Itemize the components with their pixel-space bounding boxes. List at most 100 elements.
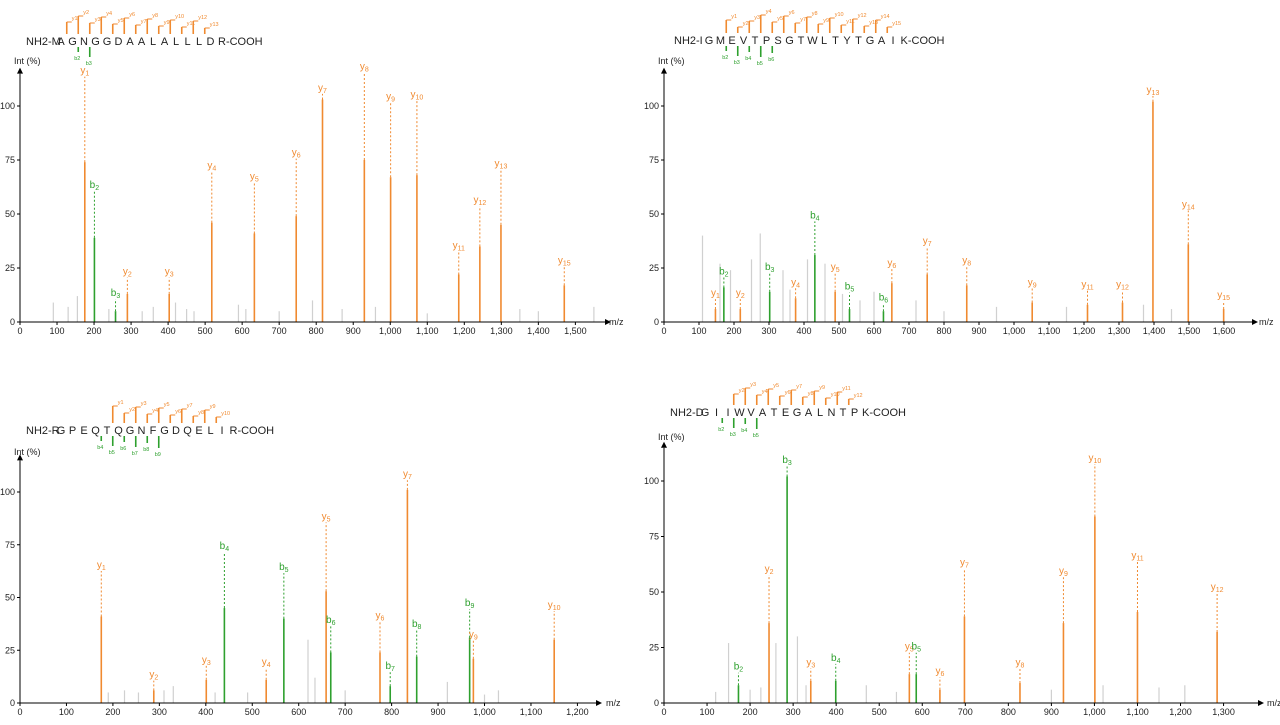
y-tick-label: 25 (5, 263, 15, 273)
y-axis-label: Int (%) (658, 56, 685, 66)
sequence-prefix: NH2-D (670, 407, 704, 419)
peak-label-y2: y2 (736, 288, 745, 300)
x-tick-label: 300 (786, 707, 801, 717)
peak-label-y14: y14 (1182, 200, 1195, 212)
sequence-residue: N (828, 407, 836, 419)
y-cleavage-label: y10 (175, 14, 184, 20)
x-tick-label: 700 (901, 326, 916, 336)
sequence-residue: A (57, 36, 65, 48)
sequence-residue: T (752, 35, 759, 47)
y-axis-label: Int (%) (658, 432, 685, 442)
peak-label-y9: y9 (386, 92, 395, 104)
sequence-residue: I (891, 35, 894, 47)
y-cleavage-label: y7 (141, 19, 147, 25)
peak-label-b4: b4 (810, 210, 820, 222)
b-cleavage-label: b5 (109, 450, 115, 456)
y-cleavage-label: y1 (731, 14, 737, 20)
y-cleavage-label: y4 (766, 9, 772, 15)
y-cleavage-label: y4 (152, 408, 158, 414)
sequence-residue: T (855, 35, 862, 47)
y-axis-arrow (661, 67, 667, 74)
y-tick-label: 25 (649, 263, 659, 273)
x-tick-label: 200 (87, 326, 102, 336)
peak-label-y4: y4 (791, 277, 800, 289)
x-tick-label: 500 (198, 326, 213, 336)
peak-label-y3: y3 (806, 657, 815, 669)
peak-label-b8: b8 (412, 619, 422, 631)
sequence-prefix: NH2-R (26, 425, 60, 437)
peak-label-y5: y5 (322, 511, 331, 523)
sequence-residue: A (161, 36, 169, 48)
y-cleavage-label: y1 (72, 16, 78, 22)
y-cleavage-label: y12 (858, 13, 867, 19)
peak-label-y6: y6 (935, 666, 944, 678)
peak-label-b6: b6 (326, 615, 336, 627)
peak-label-b2: b2 (90, 180, 100, 192)
y-cleavage-label: y8 (152, 13, 158, 19)
sequence-residue: G (91, 36, 100, 48)
peak-label-y11: y11 (1081, 279, 1093, 291)
y-tick-label: 100 (0, 101, 15, 111)
peak-label-y9: y9 (469, 630, 478, 642)
y-cleavage-label: y2 (739, 388, 745, 394)
sequence-residue: L (207, 425, 213, 437)
sequence-residue: T (798, 35, 805, 47)
sequence-suffix: R-COOH (218, 36, 263, 48)
peptide-sequence: NH2-RG P E Q T Q G N F G D Q E L I R-COOHy10y9y8y7y6y5y… (26, 400, 274, 458)
x-tick-label: 100 (59, 707, 74, 717)
y-axis-label: Int (%) (14, 56, 41, 66)
y-cleavage-label: y2 (129, 407, 135, 413)
x-tick-label: 1,500 (564, 326, 587, 336)
y-cleavage-label: y12 (198, 15, 207, 21)
x-tick-label: 700 (958, 707, 973, 717)
y-tick-label: 0 (654, 317, 659, 327)
y-axis-arrow (17, 454, 23, 461)
peptide-sequence: NH2-DG I I W V A T E G A L N T P K-COOHy12y11y10y9y8y7… (670, 382, 906, 439)
sequence-residue: G (68, 36, 77, 48)
sequence-residue: I (715, 407, 718, 419)
peak-label-y6: y6 (292, 148, 301, 160)
x-tick-label: 1,200 (1169, 707, 1192, 717)
x-tick-label: 600 (235, 326, 250, 336)
sequence-residue: P (763, 35, 770, 47)
b-cleavage-label: b5 (757, 61, 763, 67)
y-cleavage-label: y15 (892, 21, 901, 27)
peak-label-y11: y11 (1131, 551, 1143, 563)
y-cleavage-label: y6 (175, 409, 181, 415)
x-tick-label: 800 (936, 326, 951, 336)
y-cleavage-label: y5 (777, 16, 783, 22)
peak-label-b9: b9 (465, 598, 475, 610)
sequence-residue: E (195, 425, 202, 437)
y-tick-label: 50 (649, 209, 659, 219)
y-cleavage-label: y8 (812, 11, 818, 17)
sequence-residue: T (840, 407, 847, 419)
x-tick-label: 1,100 (1126, 707, 1149, 717)
y-tick-label: 0 (10, 317, 15, 327)
sequence-residue: L (184, 36, 190, 48)
peak-label-b2: b2 (734, 662, 744, 674)
sequence-residue: E (782, 407, 789, 419)
peak-label-y4: y4 (262, 657, 271, 669)
x-tick-label: 100 (691, 326, 706, 336)
x-tick-label: 1,200 (566, 707, 589, 717)
sequence-residue: L (817, 407, 823, 419)
y-tick-label: 75 (5, 155, 15, 165)
x-tick-label: 300 (761, 326, 776, 336)
sequence-residue: A (805, 407, 813, 419)
y-cleavage-label: y13 (869, 20, 878, 26)
y-cleavage-label: y2 (83, 10, 89, 16)
peak-label-y10: y10 (1088, 453, 1101, 465)
x-tick-label: 0 (17, 326, 22, 336)
y-tick-label: 50 (5, 593, 15, 603)
x-axis-label: m/z (606, 698, 621, 708)
sequence-suffix: K-COOH (862, 407, 906, 419)
b-cleavage-label: b7 (132, 451, 138, 457)
y-cleavage-label: y3 (750, 382, 756, 388)
b-cleavage-label: b6 (120, 446, 126, 452)
sequence-residue: F (150, 425, 157, 437)
x-tick-label: 400 (796, 326, 811, 336)
y-tick-label: 100 (0, 487, 15, 497)
y-cleavage-label: y5 (164, 402, 170, 408)
